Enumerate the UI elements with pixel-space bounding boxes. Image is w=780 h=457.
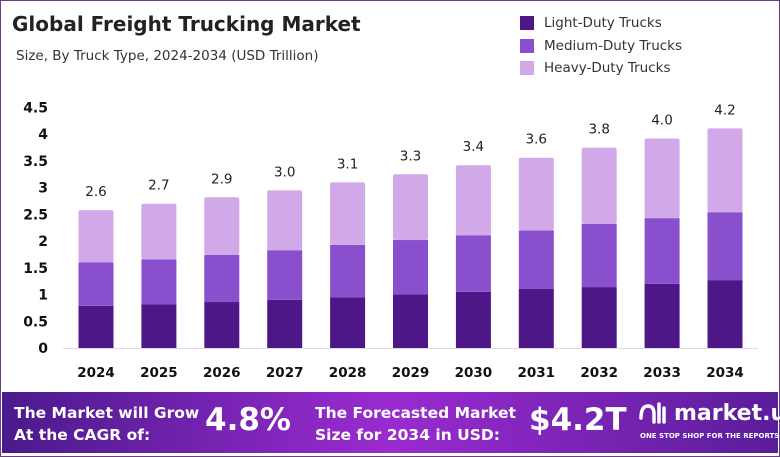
bar-segment-medium-duty-trucks-2026 bbox=[204, 255, 240, 303]
y-tick-label: 4.5 bbox=[23, 101, 48, 117]
data-label-total: 3.4 bbox=[463, 139, 484, 155]
legend-item-heavy-duty: Heavy-Duty Trucks bbox=[520, 57, 682, 80]
bar-segment-heavy-duty-trucks-2028 bbox=[330, 182, 366, 245]
legend-label: Light-Duty Trucks bbox=[544, 15, 662, 32]
forecast-label-line2: Size for 2034 in USD: bbox=[315, 426, 500, 444]
bar-segment-heavy-duty-trucks-2033 bbox=[644, 138, 680, 219]
bar-segment-heavy-duty-trucks-2029 bbox=[393, 174, 428, 241]
bar-segment-medium-duty-trucks-2030 bbox=[455, 235, 491, 292]
data-label-total: 2.7 bbox=[148, 178, 169, 194]
bar-segment-light-duty-trucks-2029 bbox=[393, 294, 428, 348]
legend-swatch bbox=[520, 61, 534, 76]
data-label-total: 3.3 bbox=[400, 148, 421, 164]
bar-segment-heavy-duty-trucks-2026 bbox=[204, 197, 240, 256]
legend-label: Heavy-Duty Trucks bbox=[544, 60, 671, 77]
forecast-label-line1: The Forecasted Market bbox=[315, 404, 516, 422]
bar-segment-light-duty-trucks-2024 bbox=[78, 305, 114, 348]
x-tick-label: 2033 bbox=[643, 365, 681, 381]
y-tick-label: 2 bbox=[38, 234, 48, 250]
legend: Light-Duty Trucks Medium-Duty Trucks Hea… bbox=[520, 12, 682, 80]
bar-segment-medium-duty-trucks-2034 bbox=[707, 212, 743, 281]
x-tick-label: 2034 bbox=[706, 365, 744, 381]
data-label-total: 3.1 bbox=[337, 156, 358, 172]
bar-segment-light-duty-trucks-2034 bbox=[707, 280, 743, 348]
x-tick-label: 2029 bbox=[392, 365, 430, 381]
y-tick-label: 2.5 bbox=[23, 207, 48, 223]
bar-segment-light-duty-trucks-2032 bbox=[581, 287, 617, 348]
data-label-total: 4.0 bbox=[651, 112, 672, 128]
bar-segment-medium-duty-trucks-2024 bbox=[78, 262, 114, 306]
x-tick-label: 2031 bbox=[518, 365, 556, 381]
x-tick-label: 2027 bbox=[266, 365, 304, 381]
y-tick-label: 1 bbox=[38, 288, 48, 304]
bar-segment-medium-duty-trucks-2029 bbox=[393, 240, 428, 295]
bar-segment-medium-duty-trucks-2025 bbox=[141, 259, 177, 305]
y-tick-label: 3 bbox=[38, 181, 48, 197]
x-tick-label: 2032 bbox=[580, 365, 618, 381]
x-tick-label: 2025 bbox=[140, 365, 178, 381]
forecast-label: The Forecasted Market Size for 2034 in U… bbox=[315, 402, 516, 446]
x-tick-label: 2026 bbox=[203, 365, 241, 381]
x-tick-label: 2028 bbox=[329, 365, 367, 381]
data-label-total: 3.8 bbox=[588, 122, 609, 138]
y-tick-label: 4 bbox=[38, 127, 48, 143]
bar-segment-medium-duty-trucks-2033 bbox=[644, 218, 680, 284]
data-label-total: 4.2 bbox=[714, 102, 735, 118]
brand-logo: market.us ONE STOP SHOP FOR THE REPORTS bbox=[638, 400, 780, 440]
data-label-total: 2.6 bbox=[85, 184, 106, 200]
bar-segment-light-duty-trucks-2026 bbox=[204, 302, 240, 348]
cagr-label-line2: At the CAGR of: bbox=[14, 426, 151, 444]
data-label-total: 3.6 bbox=[526, 132, 547, 148]
bar-chart: 0 0.5 1 1.5 2 2.5 3 3.5 4 4.5 2.6 2024 2.7 2025 2.9 202… bbox=[23, 101, 758, 381]
bar-segment-light-duty-trucks-2033 bbox=[644, 283, 680, 348]
bar-segment-medium-duty-trucks-2028 bbox=[330, 244, 366, 298]
bar-segment-medium-duty-trucks-2032 bbox=[581, 224, 617, 288]
cagr-label: The Market will Grow At the CAGR of: bbox=[14, 402, 199, 446]
bar-segment-light-duty-trucks-2027 bbox=[267, 299, 303, 348]
chart-subtitle: Size, By Truck Type, 2024-2034 (USD Tril… bbox=[16, 48, 319, 64]
bar-segment-light-duty-trucks-2031 bbox=[518, 288, 554, 348]
bar-segment-medium-duty-trucks-2031 bbox=[518, 230, 554, 289]
data-label-total: 2.9 bbox=[211, 171, 232, 187]
forecast-value: $4.2T bbox=[529, 402, 627, 438]
bar-segment-heavy-duty-trucks-2032 bbox=[581, 147, 617, 225]
bar-segment-light-duty-trucks-2030 bbox=[455, 291, 491, 348]
bar-segment-heavy-duty-trucks-2030 bbox=[455, 165, 491, 236]
legend-item-medium-duty: Medium-Duty Trucks bbox=[520, 35, 682, 58]
x-tick-label: 2030 bbox=[455, 365, 493, 381]
chart-title: Global Freight Trucking Market bbox=[12, 12, 361, 36]
x-tick-label: 2024 bbox=[77, 365, 115, 381]
legend-swatch bbox=[520, 16, 534, 31]
legend-item-light-duty: Light-Duty Trucks bbox=[520, 12, 682, 35]
bar-segment-heavy-duty-trucks-2027 bbox=[267, 190, 303, 251]
legend-swatch bbox=[520, 38, 534, 53]
cagr-value: 4.8% bbox=[205, 402, 291, 438]
brand-tagline: ONE STOP SHOP FOR THE REPORTS bbox=[640, 432, 780, 440]
bar-segment-light-duty-trucks-2025 bbox=[141, 304, 177, 348]
legend-label: Medium-Duty Trucks bbox=[544, 37, 683, 54]
y-tick-label: 0 bbox=[38, 341, 48, 357]
bar-segment-medium-duty-trucks-2027 bbox=[267, 250, 303, 300]
bar-segment-heavy-duty-trucks-2034 bbox=[707, 128, 743, 213]
y-tick-label: 1.5 bbox=[23, 261, 48, 277]
bar-segment-heavy-duty-trucks-2024 bbox=[78, 210, 114, 263]
brand-name: market.us bbox=[674, 400, 780, 426]
y-tick-label: 3.5 bbox=[23, 154, 48, 170]
data-label-total: 3.0 bbox=[274, 164, 295, 180]
y-tick-label: 0.5 bbox=[23, 314, 48, 330]
bar-segment-heavy-duty-trucks-2025 bbox=[141, 203, 177, 260]
brand-logo-icon bbox=[639, 402, 666, 424]
cagr-label-line1: The Market will Grow bbox=[14, 404, 200, 422]
bar-segment-heavy-duty-trucks-2031 bbox=[518, 157, 554, 231]
bar-segment-light-duty-trucks-2028 bbox=[330, 297, 366, 348]
footer-banner: The Market will Grow At the CAGR of: 4.8… bbox=[2, 392, 780, 453]
